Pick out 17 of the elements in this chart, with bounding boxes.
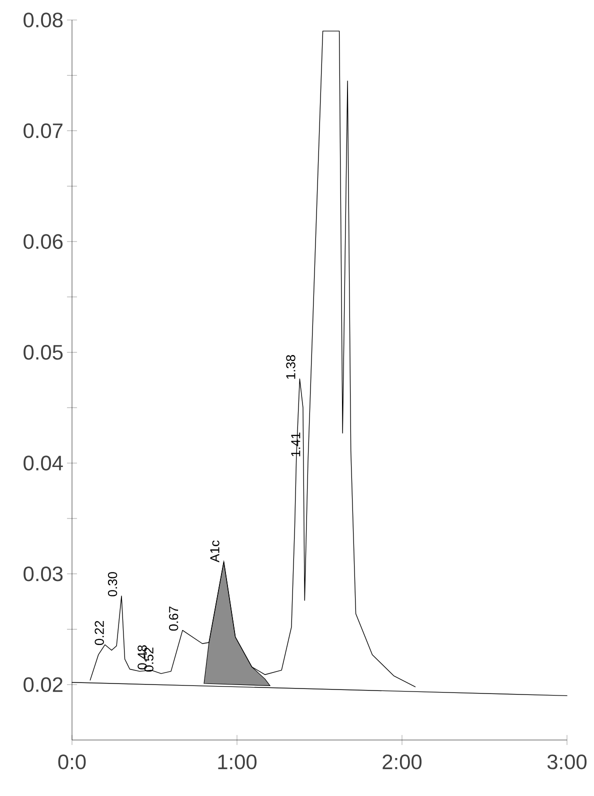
x-tick-label: 0:0 <box>58 754 86 770</box>
annotation: 1.38 <box>286 355 296 379</box>
x-tick-label: 3:00 <box>547 754 587 770</box>
x-tick-label: 1:00 <box>218 754 257 770</box>
annotation: A1c <box>210 540 220 562</box>
annotation: 0.67 <box>168 606 178 631</box>
annotation: 0.30 <box>108 572 118 596</box>
annotation: 0.22 <box>94 620 104 646</box>
y-tick-label: 0.06 <box>24 234 63 249</box>
y-tick-label: 0.04 <box>24 456 63 470</box>
y-tick-label: 0.08 <box>24 12 63 28</box>
y-tick-label: 0.02 <box>24 677 62 692</box>
y-tick-label: 0.05 <box>24 344 63 360</box>
x-tick-label: 2:00 <box>382 754 422 770</box>
y-tick-label: 0.07 <box>24 123 62 138</box>
annotation: 1.41 <box>291 432 300 456</box>
y-tick-label: 0.03 <box>24 566 63 582</box>
